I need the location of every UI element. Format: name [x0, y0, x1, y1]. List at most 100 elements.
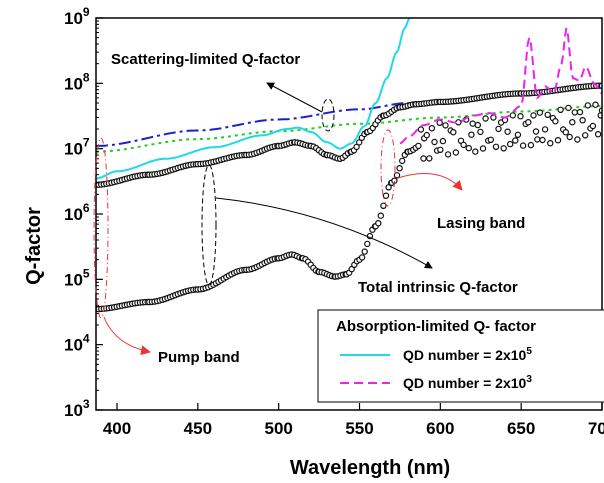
data-point [356, 139, 363, 146]
scattering-ellipse [321, 98, 335, 132]
y-tick-label: 109 [64, 5, 90, 28]
data-point [565, 104, 572, 112]
series-qd-2e3 [399, 27, 602, 145]
data-point [382, 192, 390, 199]
total-label: Total intrinsic Q-factor [358, 279, 518, 296]
data-point [487, 136, 494, 143]
data-point [361, 248, 368, 255]
pump-label: Pump band [158, 349, 240, 366]
data-point [364, 240, 371, 248]
data-point [353, 143, 360, 151]
y-tick-label: 104 [64, 332, 90, 355]
data-point [534, 136, 541, 143]
data-point [479, 145, 487, 152]
data-point [393, 172, 401, 179]
data-point [527, 141, 535, 149]
data-point [519, 142, 527, 149]
x-tick-label: 550 [345, 419, 373, 438]
scattering-label: Scattering-limited Q-factor [111, 51, 300, 68]
data-point [544, 111, 551, 119]
data-point [574, 136, 581, 143]
data-point [589, 122, 597, 130]
x-axis-label: Wavelength (nm) [290, 457, 450, 479]
data-point [562, 128, 570, 136]
data-point [420, 155, 427, 162]
data-point [472, 148, 479, 155]
y-axis-label: Q-factor [23, 207, 45, 285]
data-point [507, 140, 514, 148]
data-point [396, 164, 403, 172]
data-point [554, 136, 562, 144]
data-point [437, 146, 444, 153]
data-point [525, 118, 532, 126]
y-tick-label: 106 [64, 201, 90, 224]
data-point [500, 145, 507, 152]
data-point [557, 106, 564, 114]
series-scattering-blue [96, 100, 441, 147]
data-point [512, 137, 519, 144]
lasing-label: Lasing band [437, 215, 525, 232]
total-ellipse [201, 164, 217, 286]
data-point [375, 219, 382, 227]
data-point [547, 139, 554, 147]
data-point [399, 157, 406, 165]
y-tick-label: 105 [64, 266, 90, 289]
annotation-ellipses [93, 98, 396, 319]
x-tick-label: 700 [588, 419, 604, 438]
data-point [417, 126, 425, 133]
data-point [517, 112, 524, 120]
legend-label-qd-2e3: QD number = 2x103 [403, 374, 532, 391]
pump-band-ellipse [93, 137, 109, 319]
data-point [469, 120, 476, 127]
data-point [576, 108, 584, 116]
data-point [426, 155, 433, 162]
data-point [423, 131, 430, 139]
data-point [594, 130, 602, 138]
data-point [377, 212, 384, 219]
y-tick-label: 107 [64, 136, 90, 159]
data-point [460, 141, 467, 149]
data-point [536, 109, 544, 116]
data-point [455, 119, 462, 126]
legend-title: Absorption-limited Q- factor [336, 318, 536, 335]
data-point [582, 132, 589, 139]
data-point [428, 124, 436, 132]
data-point [566, 133, 573, 141]
data-point [442, 122, 449, 129]
data-point [452, 149, 460, 156]
data-point [584, 102, 592, 109]
data-point [509, 112, 516, 119]
data-point [482, 115, 489, 122]
series-qd-2e5 [96, 18, 411, 180]
curves-layer [96, 18, 602, 313]
data-point [465, 144, 472, 152]
lasing-arrow [397, 173, 463, 191]
data-point [474, 121, 481, 129]
data-point [380, 202, 387, 209]
data-point [431, 138, 438, 146]
data-point [439, 137, 447, 145]
x-tick-label: 400 [103, 419, 131, 438]
data-point [532, 128, 540, 135]
data-point [569, 118, 576, 126]
legend-label-qd-2e5: QD number = 2x105 [403, 346, 532, 363]
x-tick-label: 650 [507, 419, 535, 438]
x-tick-label: 600 [426, 419, 454, 438]
data-point [436, 119, 443, 127]
data-point [477, 128, 484, 136]
total-arrow [215, 197, 433, 269]
data-point [358, 254, 366, 261]
data-point [504, 128, 511, 135]
x-tick-label: 450 [184, 419, 212, 438]
series-scattering-green [96, 105, 602, 153]
data-point [571, 109, 579, 116]
y-tick-label: 103 [64, 397, 90, 420]
data-point [415, 142, 422, 150]
data-point [579, 116, 586, 124]
data-point [539, 136, 546, 144]
data-point [541, 126, 549, 133]
data-point [492, 143, 500, 150]
data-point [592, 101, 599, 108]
x-tick-label: 500 [264, 419, 292, 438]
